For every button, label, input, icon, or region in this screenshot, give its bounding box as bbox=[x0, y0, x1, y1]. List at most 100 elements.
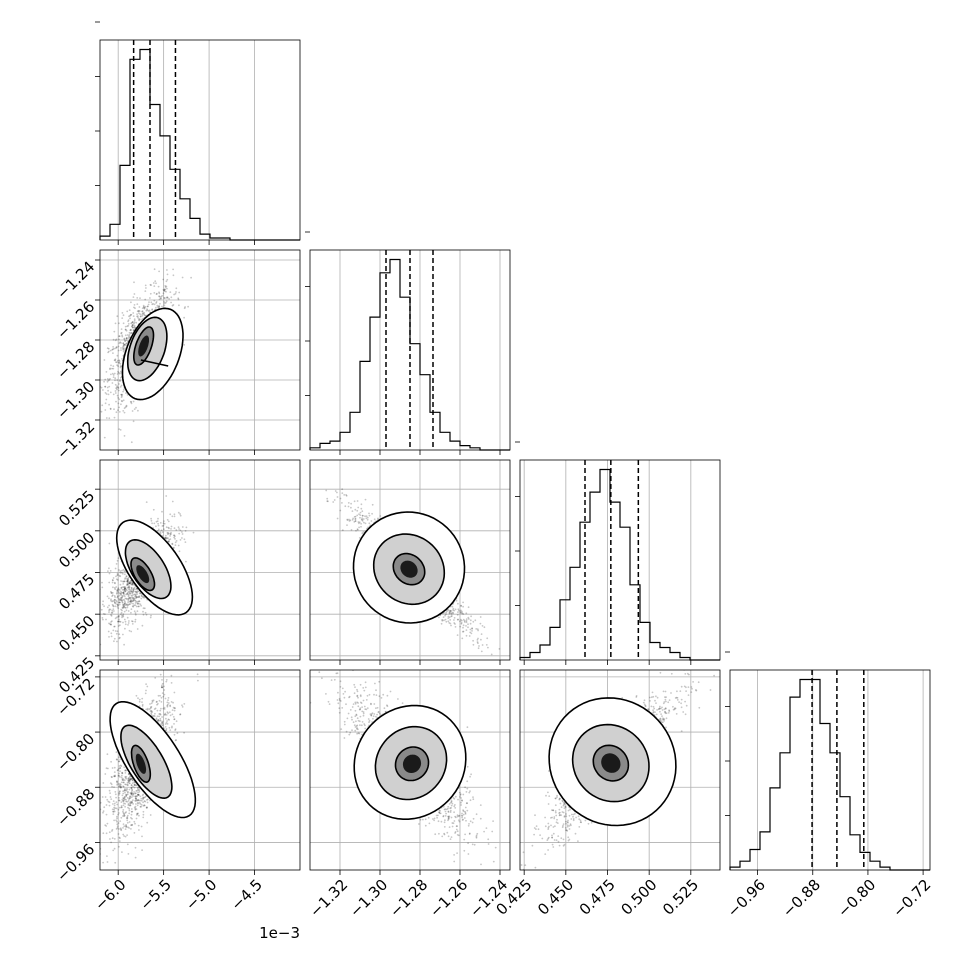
sample-point bbox=[164, 723, 167, 725]
sample-point bbox=[112, 813, 115, 815]
sample-point bbox=[115, 632, 118, 635]
sample-point bbox=[109, 407, 112, 410]
sample-point bbox=[127, 584, 129, 586]
sample-point bbox=[130, 786, 133, 789]
sample-point bbox=[115, 387, 117, 390]
sample-point bbox=[110, 592, 113, 594]
sample-point bbox=[122, 800, 125, 802]
sample-point bbox=[163, 304, 166, 307]
sample-point bbox=[152, 508, 155, 511]
sample-point bbox=[126, 819, 129, 822]
sample-point bbox=[448, 616, 451, 619]
sample-point bbox=[124, 340, 127, 343]
sample-point bbox=[110, 623, 112, 626]
sample-point bbox=[116, 783, 118, 786]
sample-point bbox=[444, 618, 447, 621]
sample-point bbox=[471, 627, 473, 630]
sample-point bbox=[165, 679, 168, 681]
sample-point bbox=[136, 310, 139, 313]
sample-point bbox=[143, 596, 146, 599]
sample-point bbox=[130, 301, 132, 304]
sample-point bbox=[125, 775, 128, 778]
sample-point bbox=[124, 623, 127, 626]
sample-point bbox=[130, 801, 133, 804]
sample-point bbox=[172, 304, 175, 306]
sample-point bbox=[130, 586, 133, 589]
sample-point bbox=[160, 297, 162, 300]
sample-point bbox=[129, 778, 132, 781]
sample-point bbox=[115, 386, 118, 389]
sample-point bbox=[110, 611, 113, 614]
sample-point bbox=[115, 361, 117, 363]
sample-point bbox=[127, 578, 130, 581]
sample-point bbox=[123, 599, 125, 601]
sample-point bbox=[120, 400, 123, 402]
sample-point bbox=[136, 603, 139, 605]
sample-point bbox=[123, 603, 126, 606]
sample-point bbox=[108, 581, 111, 584]
sample-point bbox=[122, 802, 125, 804]
sample-point bbox=[161, 510, 163, 513]
sample-point bbox=[109, 349, 112, 352]
sample-point bbox=[151, 699, 154, 702]
histogram-panel: −0.96 −0.88 −0.80 −0.72 bbox=[724, 651, 934, 921]
sample-point bbox=[459, 620, 461, 623]
sample-point bbox=[123, 812, 126, 815]
sample-point bbox=[361, 532, 364, 535]
sample-point bbox=[118, 335, 121, 338]
sample-point bbox=[347, 505, 350, 508]
sample-point bbox=[119, 570, 122, 572]
sample-point bbox=[143, 313, 146, 316]
sample-point bbox=[118, 620, 121, 623]
sample-point bbox=[156, 520, 159, 522]
sample-point bbox=[449, 612, 451, 614]
sample-point bbox=[481, 644, 484, 646]
y-tick-label: −1.26 bbox=[53, 298, 98, 343]
sample-point bbox=[483, 626, 486, 629]
sample-point bbox=[180, 661, 182, 663]
sample-point bbox=[185, 560, 187, 563]
sample-point bbox=[129, 782, 131, 785]
sample-point bbox=[131, 620, 134, 623]
sample-point bbox=[120, 786, 122, 788]
sample-point bbox=[449, 610, 452, 612]
sample-point bbox=[135, 594, 137, 596]
sample-point bbox=[161, 294, 164, 297]
sample-point bbox=[116, 388, 118, 391]
sample-point bbox=[133, 586, 136, 589]
axes-frame bbox=[309, 249, 511, 451]
sample-point bbox=[470, 615, 472, 618]
density-peak bbox=[138, 335, 149, 357]
sample-point bbox=[456, 614, 459, 616]
sample-point bbox=[124, 339, 126, 342]
sample-point bbox=[136, 799, 139, 802]
sample-point bbox=[124, 607, 127, 609]
sample-point bbox=[117, 604, 119, 607]
sample-point bbox=[128, 586, 131, 589]
sample-point bbox=[108, 622, 110, 625]
sample-point bbox=[136, 813, 139, 815]
sample-point bbox=[157, 522, 160, 525]
sample-point bbox=[125, 339, 128, 342]
contour-line bbox=[392, 552, 426, 586]
sample-point bbox=[149, 707, 152, 710]
sample-point bbox=[161, 722, 164, 724]
sample-point bbox=[155, 301, 158, 303]
sample-point bbox=[155, 525, 157, 528]
sample-point bbox=[120, 781, 123, 784]
sample-point bbox=[486, 670, 488, 672]
sample-point bbox=[155, 520, 158, 523]
sample-point bbox=[116, 394, 119, 397]
sample-point bbox=[110, 623, 112, 626]
sample-point bbox=[451, 615, 453, 617]
sample-point bbox=[140, 597, 143, 600]
sample-point bbox=[181, 531, 183, 533]
sample-point bbox=[130, 322, 133, 325]
sample-point bbox=[115, 338, 118, 341]
sample-point bbox=[161, 531, 164, 533]
sample-point bbox=[116, 758, 118, 761]
sample-point bbox=[130, 596, 132, 599]
sample-point bbox=[113, 838, 116, 840]
sample-point bbox=[135, 694, 138, 697]
